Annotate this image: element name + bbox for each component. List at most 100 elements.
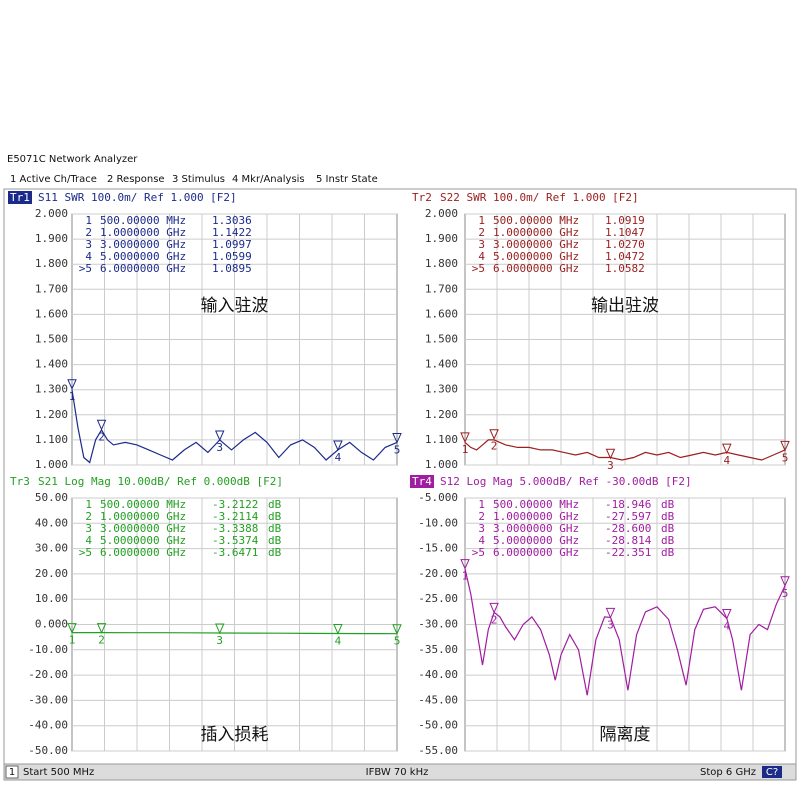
y-tick-label: 1.800 xyxy=(35,257,68,270)
marker-plot-label: 1 xyxy=(462,443,469,456)
marker-frequency: 3.0000000 GHz xyxy=(100,238,186,251)
marker-triangle xyxy=(722,608,732,620)
marker-unit: dB xyxy=(268,498,282,511)
marker-plot-label: 2 xyxy=(98,430,105,443)
marker-triangle xyxy=(96,623,107,634)
menu-item[interactable]: 5 Instr State xyxy=(316,174,378,185)
marker-plot-label: 4 xyxy=(335,634,342,647)
y-tick-label: -15.00 xyxy=(418,542,458,555)
marker-value: 1.1422 xyxy=(212,226,252,239)
menu-item[interactable]: 2 Response xyxy=(107,174,165,185)
marker-frequency: 500.00000 MHz xyxy=(493,214,579,227)
marker-value: -27.597 xyxy=(605,510,651,523)
marker-id: 2 xyxy=(478,226,485,239)
marker-value: 1.0919 xyxy=(605,214,645,227)
trace-id-box xyxy=(410,475,434,488)
trace-id: Tr2 xyxy=(412,191,432,204)
marker-value: -18.946 xyxy=(605,498,651,511)
marker-plot-label: 3 xyxy=(607,459,614,472)
annotation: 输入驻波 xyxy=(201,296,269,316)
trace-header: S12 Log Mag 5.000dB/ Ref -30.00dB [F2] xyxy=(440,475,692,488)
y-tick-label: 1.200 xyxy=(35,408,68,421)
marker-frequency: 1.0000000 GHz xyxy=(100,226,186,239)
marker-unit: dB xyxy=(268,510,282,523)
menu-item[interactable]: 1 Active Ch/Trace xyxy=(10,174,97,185)
trace-header: S11 SWR 100.0m/ Ref 1.000 [F2] xyxy=(38,191,237,204)
y-tick-label: 1.700 xyxy=(35,282,68,295)
marker-plot-label: 5 xyxy=(782,451,789,464)
y-tick-label: 1.800 xyxy=(425,257,458,270)
trace-line xyxy=(71,389,398,464)
marker-id: >5 xyxy=(79,546,92,559)
annotation: 隔离度 xyxy=(600,725,651,745)
y-tick-label: -50.00 xyxy=(28,744,68,757)
y-tick-label: 1.500 xyxy=(425,333,458,346)
marker-value: 1.0895 xyxy=(212,262,252,275)
y-tick-label: 50.00 xyxy=(35,491,68,504)
marker-id: 4 xyxy=(478,534,485,547)
marker-plot-label: 4 xyxy=(724,454,731,467)
marker-plot-label: 4 xyxy=(724,619,731,632)
y-tick-label: -10.00 xyxy=(28,643,68,656)
marker-id: >5 xyxy=(472,546,485,559)
marker-plot-label: 5 xyxy=(394,444,401,457)
menu-item[interactable]: 4 Mkr/Analysis xyxy=(232,174,305,185)
y-tick-label: -10.00 xyxy=(418,516,458,529)
marker-unit: dB xyxy=(268,534,282,547)
marker-value: 1.0472 xyxy=(605,250,645,263)
marker-frequency: 1.0000000 GHz xyxy=(493,226,579,239)
marker-value: -3.5374 xyxy=(212,534,259,547)
window-title: E5071C Network Analyzer xyxy=(7,154,138,165)
y-tick-label: 1.400 xyxy=(35,358,68,371)
marker-triangle xyxy=(605,607,616,619)
y-tick-label: -45.00 xyxy=(418,693,458,706)
y-tick-label: 0.000 xyxy=(35,618,68,631)
marker-triangle xyxy=(67,379,77,391)
marker-value: -28.814 xyxy=(605,534,652,547)
marker-triangle xyxy=(214,623,225,635)
marker-frequency: 5.0000000 GHz xyxy=(493,534,579,547)
y-tick-label: -20.00 xyxy=(418,567,458,580)
trace-line xyxy=(464,439,786,461)
cal-box[interactable] xyxy=(762,766,782,778)
marker-plot-label: 1 xyxy=(69,390,76,403)
y-tick-label: 1.300 xyxy=(35,383,68,396)
marker-id: 2 xyxy=(478,510,485,523)
trace-id-box xyxy=(8,191,32,204)
marker-value: -3.2114 xyxy=(212,510,259,523)
menu-item[interactable]: 3 Stimulus xyxy=(172,174,225,185)
marker-value: 1.1047 xyxy=(605,226,645,239)
cal-status[interactable]: C? xyxy=(766,767,778,778)
marker-id: 4 xyxy=(478,250,485,263)
y-tick-label: -25.00 xyxy=(418,592,458,605)
marker-frequency: 6.0000000 GHz xyxy=(493,262,579,275)
marker-triangle xyxy=(392,624,402,635)
marker-id: 2 xyxy=(85,510,92,523)
marker-frequency: 3.0000000 GHz xyxy=(493,238,579,251)
marker-id: 4 xyxy=(85,250,92,263)
y-tick-label: 1.200 xyxy=(425,408,458,421)
marker-unit: dB xyxy=(661,498,675,511)
marker-triangle xyxy=(780,440,790,452)
marker-plot-label: 1 xyxy=(69,634,76,647)
y-tick-label: 2.000 xyxy=(425,207,458,220)
trace-line xyxy=(72,632,398,635)
y-tick-label: 1.300 xyxy=(425,383,458,396)
marker-id: 2 xyxy=(85,226,92,239)
marker-unit: dB xyxy=(268,546,282,559)
y-tick-label: 1.000 xyxy=(425,458,458,471)
marker-value: -3.6471 xyxy=(212,546,258,559)
marker-value: 1.0997 xyxy=(212,238,252,251)
marker-plot-label: 4 xyxy=(335,451,342,464)
marker-triangle xyxy=(780,576,790,588)
y-tick-label: -5.000 xyxy=(418,491,458,504)
stop-frequency: Stop 6 GHz xyxy=(700,767,756,778)
start-frequency: Start 500 MHz xyxy=(23,767,94,778)
marker-id: 3 xyxy=(478,238,485,251)
channel-box xyxy=(5,765,19,779)
marker-frequency: 6.0000000 GHz xyxy=(100,546,186,559)
annotation: 插入损耗 xyxy=(201,725,269,745)
marker-triangle xyxy=(489,602,499,614)
marker-value: 1.0582 xyxy=(605,262,645,275)
